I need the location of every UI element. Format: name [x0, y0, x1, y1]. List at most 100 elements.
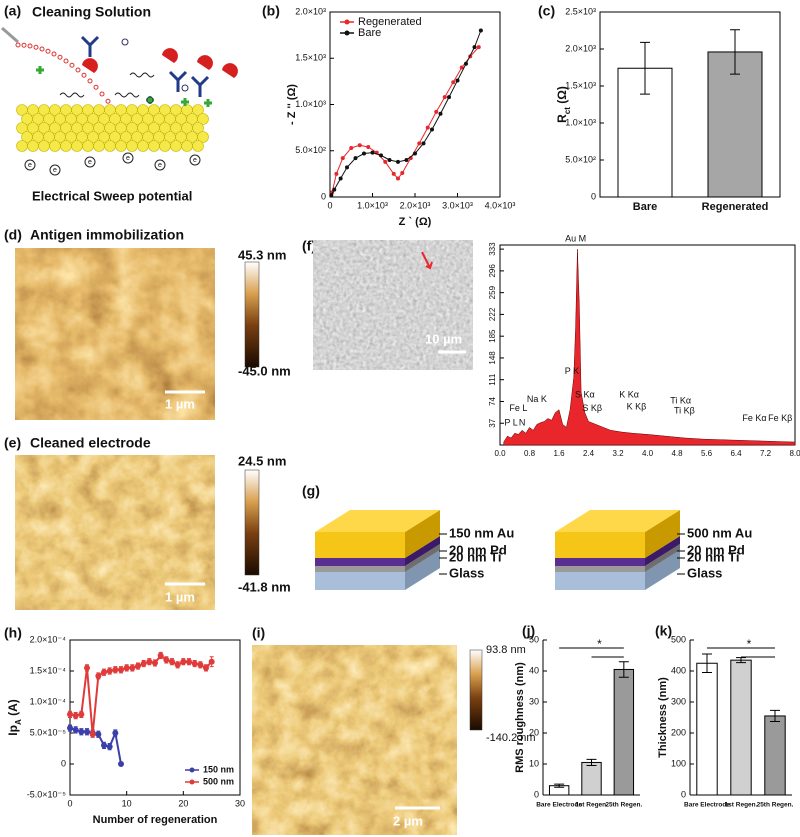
y-tick-label: 100 [671, 758, 686, 768]
peak-label: N [519, 418, 526, 428]
layer-side [645, 536, 680, 566]
x-tick-label: 0.8 [524, 449, 536, 458]
cleaning-drop [21, 42, 27, 48]
error-bar [640, 41, 650, 95]
scalebar-label: 1 µm [165, 396, 195, 411]
gold-atom [192, 104, 204, 116]
y-tick-label: 0 [61, 758, 66, 768]
colorbar [244, 261, 260, 368]
y-tick-label: 0 [321, 191, 326, 201]
cleaning-drop [99, 91, 105, 97]
y-tick-label: 2.0×10³ [565, 43, 596, 53]
layer-front [555, 558, 645, 566]
gold-atom [93, 140, 105, 152]
gold-atom [192, 140, 204, 152]
point [135, 663, 141, 670]
significance-line [559, 647, 624, 658]
point [208, 658, 215, 665]
colorbar-max: 93.8 nm [486, 644, 526, 656]
molecule [121, 38, 129, 46]
y-tick-label: 5.0×10² [295, 145, 326, 155]
gold-atom [137, 140, 149, 152]
point [413, 151, 417, 156]
point [478, 28, 483, 33]
afm-image [15, 455, 215, 610]
y-tick-label: 1.5×10⁻⁴ [30, 665, 67, 675]
cleaning-drop [27, 43, 33, 49]
error-bar [554, 783, 565, 788]
layer-side [405, 544, 440, 572]
y-tick-label: 40 [529, 665, 539, 675]
layer-front [555, 572, 645, 590]
colorbar-min: -41.8 nm [238, 579, 291, 594]
y-tick-label: 111 [488, 373, 497, 386]
electron-ring [24, 159, 36, 171]
layer-side [645, 550, 680, 590]
x-tick-label: 1.0×10³ [357, 200, 388, 210]
x-tick-label: 4.0 [642, 449, 654, 458]
strand [114, 92, 140, 98]
point [106, 743, 113, 750]
y-axis-label: Thickness (nm) [657, 677, 669, 758]
cleaning-drop [69, 62, 75, 68]
layer-front [315, 558, 405, 566]
point [464, 61, 468, 66]
x-tick-label: 25th Regen. [605, 802, 642, 809]
point [379, 153, 383, 158]
legend-label: Bare [358, 27, 381, 39]
y-tick-label: 2.5×10³ [565, 6, 596, 16]
point [366, 145, 371, 150]
x-axis-label: Z ` (Ω) [399, 216, 432, 228]
peak-label: S Kβ [582, 403, 602, 413]
point [129, 664, 136, 671]
label-part: (A) [6, 699, 20, 719]
layer-label: 20 nm Pd [449, 542, 507, 557]
molecule [181, 84, 189, 92]
colorbar-max: 24.5 nm [238, 453, 286, 468]
series-line [331, 46, 480, 193]
panel-label: (c) [538, 3, 555, 19]
point [106, 668, 113, 674]
gold-atom [181, 140, 193, 152]
point [118, 761, 124, 767]
strand [59, 92, 85, 98]
cleaning-drop [63, 58, 69, 64]
y-tick-label: 2.0×10⁻⁴ [30, 634, 67, 644]
point [174, 661, 181, 668]
x-tick-label: 10 [122, 798, 132, 808]
point [421, 141, 426, 146]
electron: e [193, 157, 197, 164]
legend-marker [189, 767, 195, 773]
gold-atom [115, 140, 127, 152]
panel-caption: Electrical Sweep potential [32, 188, 192, 203]
point [349, 145, 354, 150]
sem-image [313, 240, 473, 370]
colorbar [244, 469, 260, 576]
point [329, 193, 334, 198]
cleaning-drop [39, 46, 45, 52]
point [118, 666, 124, 673]
panel-label: (f) [302, 238, 316, 254]
peak-label: Fe Kβ [768, 413, 792, 423]
cleaning-drop [57, 54, 63, 60]
error-bar [730, 29, 740, 75]
panel-label: (h) [4, 625, 22, 641]
spectrum [503, 249, 796, 446]
error-bar [770, 709, 780, 723]
layer-side [405, 550, 440, 590]
point [152, 659, 158, 666]
cleaning-drop [105, 98, 111, 104]
y-tick-label: 148 [488, 351, 497, 365]
point [404, 158, 409, 162]
electron-ring [122, 152, 134, 164]
layer-label: 500 nm Au [687, 525, 752, 540]
point [391, 171, 396, 176]
point [123, 664, 130, 671]
y-tick-label: 1.5×10³ [295, 53, 326, 63]
cross [204, 99, 212, 107]
y-tick-label: 0 [591, 191, 596, 201]
peak-label: K Kα [619, 389, 639, 399]
layer-side [405, 536, 440, 566]
x-tick-label: 0 [327, 200, 332, 210]
